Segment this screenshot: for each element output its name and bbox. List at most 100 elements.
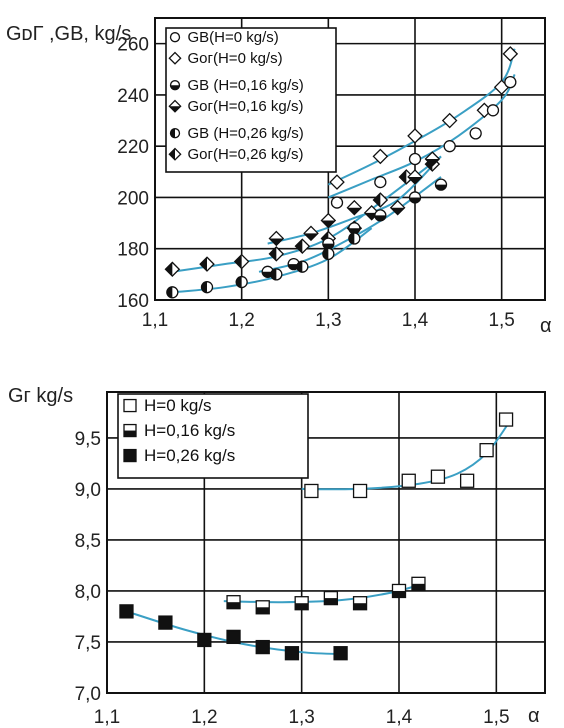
chart-bottom-data-point [498, 412, 514, 427]
chart-top-legend-marker [169, 128, 181, 139]
chart-bottom-legend-marker [123, 448, 137, 463]
chart-bottom-data-point [323, 590, 339, 606]
chart-top-data-point [164, 261, 181, 278]
chart-top-data-point [166, 286, 179, 299]
chart-bottom-data-point [226, 595, 241, 610]
chart-top-legend-marker [168, 147, 182, 161]
chart-top-legend-label: Gог(H=0 kg/s) [188, 50, 283, 67]
chart-top-ylabel: GᴅГ ,GВ, kg/s [6, 23, 131, 45]
chart-top-legend-marker [169, 80, 181, 91]
chart-top-data-point [348, 222, 361, 235]
chart-bottom-y-tick-label: 8,0 [75, 582, 101, 603]
chart-bottom-data-point [226, 629, 241, 645]
chart-top-legend-marker [168, 99, 182, 113]
chart-bottom-y-tick-label: 8,5 [75, 531, 101, 552]
chart-top-data-point [268, 230, 285, 247]
chart-top-data-point [322, 237, 335, 250]
chart-top-data-point [372, 192, 389, 208]
chart-top-data-point [233, 253, 250, 270]
chart-top-legend-label: GВ (H=0,26 kg/s) [188, 125, 304, 142]
chart-bottom-plot-frame [106, 391, 546, 694]
chart-top-legend: GВ(H=0 kg/s) Gог(H=0 kg/s) GВ (H=0,16 kg/s… [165, 27, 337, 173]
chart-top-data-point [486, 104, 500, 117]
chart-top-legend-label: GВ(H=0 kg/s) [188, 29, 279, 46]
chart-bottom-points [119, 412, 514, 661]
chart-bottom-data-point [255, 639, 270, 655]
chart-bottom-x-tick-label: 1,2 [191, 707, 217, 728]
chart-top-data-point [320, 212, 337, 229]
chart-top-data-point [294, 238, 311, 254]
chart-top-xlabel: α [540, 315, 552, 337]
chart-bottom-y-tick-label: 7,5 [75, 633, 101, 654]
chart-top-y-tick-label: 200 [117, 188, 149, 209]
chart-bottom-legend-label: H=0,26 kg/s [144, 446, 235, 465]
chart-bottom-y-tick-label: 7,0 [75, 684, 101, 705]
chart-bottom-data-point [479, 443, 494, 458]
chart-bottom-tick-labels: 1,1 1,2 1,3 1,4 1,5 7,0 7,5 8,0 8,5 9,0 9,5 [75, 429, 510, 728]
chart-top-data-point [407, 169, 423, 185]
chart-top-legend-box [165, 27, 337, 173]
chart-bottom-legend-marker [123, 423, 137, 438]
chart-top-data-point [200, 281, 214, 294]
chart-bottom-legend-marker [123, 398, 137, 413]
chart-top-data-point [322, 247, 335, 261]
chart-top-y-tick-label: 240 [117, 86, 149, 107]
chart-top-data-point [502, 46, 519, 62]
chart-top-data-point [330, 196, 344, 209]
chart-bottom-legend: H=0 kg/s H=0,16 kg/s H=0,26 kg/s [117, 393, 309, 479]
chart-bottom-data-point [430, 469, 446, 484]
chart-top-data-point [303, 225, 319, 242]
chart-top-data-point [389, 199, 406, 216]
chart-top-data-point [504, 75, 517, 89]
chart-bottom-legend-box [117, 393, 309, 479]
chart-top-tick-labels: 1,1 1,2 1,3 1,4 1,5 160 180 200 220 240 260 [117, 35, 515, 331]
chart-bottom-data-point [459, 473, 475, 488]
chart-bottom-ylabel: Gг kg/s [8, 385, 73, 407]
chart-top-data-point [348, 232, 361, 245]
chart-top-points [164, 46, 519, 299]
chart-top-data-point [443, 140, 456, 153]
chart-top-data-point [469, 127, 482, 140]
chart-top-x-tick-label: 1,2 [228, 310, 254, 331]
chart-top-legend-label: Gог(H=0,16 kg/s) [188, 98, 304, 115]
chart-top-fit-line-0 [327, 48, 516, 186]
chart-bottom-data-point [304, 483, 319, 499]
chart-top-fit-line-3 [267, 155, 442, 245]
chart-top-y-tick-label: 160 [117, 291, 149, 312]
chart-bottom-data-point [294, 596, 309, 611]
chart-top-x-tick-label: 1,3 [315, 310, 341, 331]
chart-top-x-tick-label: 1,5 [488, 310, 514, 331]
chart-top-data-point [434, 178, 448, 191]
chart-top-data-point [329, 174, 345, 190]
chart-top-data-point [408, 152, 422, 166]
chart-bottom-x-tick-label: 1,5 [483, 707, 509, 728]
chart-top-data-point [374, 209, 387, 222]
chart-bottom-legend-label: H=0 kg/s [144, 396, 212, 415]
chart-bottom-data-point [352, 483, 368, 499]
chart-top-legend-marker [168, 51, 182, 65]
chart-top-data-point [441, 112, 458, 129]
chart-top-legend-label: GВ (H=0,16 kg/s) [188, 77, 304, 94]
chart-bottom-legend-label: H=0,16 kg/s [144, 421, 235, 440]
chart-top-data-point [372, 148, 389, 165]
chart-bottom-x-tick-label: 1,1 [94, 707, 120, 728]
chart-bottom-y-tick-label: 9,5 [75, 429, 101, 450]
chart-bottom-legend-entries: H=0 kg/s H=0,16 kg/s H=0,26 kg/s [123, 396, 235, 465]
chart-bottom-y-tick-label: 9,0 [75, 480, 101, 501]
chart-top-y-tick-label: 180 [117, 240, 149, 261]
chart-top-plot-frame [154, 17, 546, 301]
chart-top-y-tick-label: 260 [117, 35, 149, 56]
chart-bottom-data-point [158, 615, 173, 630]
chart-top-x-tick-label: 1,4 [402, 310, 429, 331]
chart-bottom-data-point [284, 646, 300, 661]
chart-bottom-data-point [352, 596, 368, 611]
chart-bottom-data-point [401, 473, 416, 488]
chart-bottom-data-point [391, 583, 407, 599]
chart-top: GᴅГ ,GВ, kg/s α 1,1 1,2 1,3 1,4 1,5 160 180 200… [6, 17, 552, 337]
chart-bottom-xlabel: α [528, 705, 540, 727]
chart-top-data-point [407, 128, 423, 144]
chart-bottom-data-point [119, 604, 134, 619]
chart-bottom-x-tick-label: 1,3 [288, 707, 314, 728]
chart-top-y-tick-label: 220 [117, 137, 149, 158]
